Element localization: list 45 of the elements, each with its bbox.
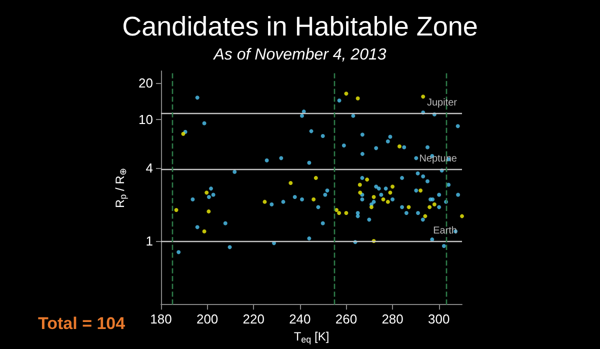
x-tick-label: 180 [150, 312, 172, 327]
point [314, 176, 318, 180]
x-tick-label: 300 [428, 312, 450, 327]
point [386, 200, 390, 204]
point [418, 188, 423, 193]
point [460, 214, 464, 218]
point [174, 208, 178, 212]
point [344, 92, 348, 96]
y-tick-label: 10 [138, 112, 153, 127]
point [288, 180, 293, 185]
point [423, 214, 428, 218]
y-tick-label: 1 [146, 234, 153, 249]
point [204, 190, 209, 195]
x-tick-label: 220 [242, 312, 264, 327]
x-tick-label: 200 [196, 312, 218, 327]
point [421, 94, 426, 99]
point [337, 210, 342, 215]
y-tick-label: 20 [138, 75, 153, 90]
point [428, 205, 432, 210]
text: Total = 104 [38, 314, 126, 333]
point [432, 202, 436, 206]
point [358, 182, 362, 187]
ref-line-label: Jupiter [426, 97, 458, 108]
point [369, 205, 374, 210]
point [356, 96, 360, 100]
point [206, 209, 211, 214]
point [312, 197, 316, 202]
point [334, 208, 339, 212]
point [381, 197, 386, 202]
x-tick-label: 260 [335, 312, 358, 327]
point [372, 195, 376, 200]
point [344, 210, 348, 215]
y-axis-title: Rp / R⊕ [113, 168, 128, 208]
chart-subtitle: As of November 4, 2013 [212, 46, 386, 64]
point [365, 178, 370, 182]
point [390, 184, 395, 189]
x-tick-label: 280 [382, 312, 404, 327]
point [388, 190, 392, 195]
chart-title: Candidates in Habitable Zone [122, 12, 478, 42]
y-tick-label: 4 [146, 160, 153, 176]
point [202, 229, 206, 234]
point [397, 144, 402, 148]
x-tick-label: 240 [289, 312, 311, 327]
point [262, 200, 267, 204]
point [406, 205, 411, 210]
